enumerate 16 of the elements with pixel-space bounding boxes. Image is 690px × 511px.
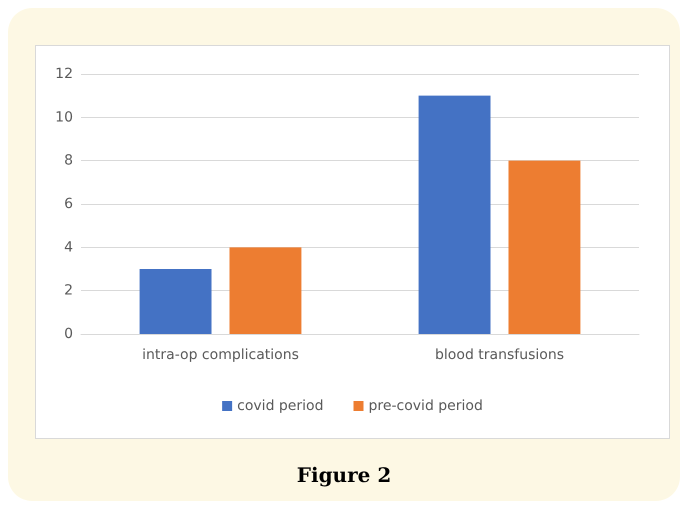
caption: Figure 2 (296, 463, 392, 487)
y-tick-label: 8 (64, 152, 73, 169)
y-tick-label: 10 (55, 109, 73, 126)
bar (140, 269, 212, 334)
bar (508, 160, 580, 334)
y-tick-label: 2 (64, 282, 73, 299)
legend-label: covid period (237, 398, 324, 414)
bar (418, 96, 491, 334)
x-tick-label: intra-op complications (142, 347, 299, 363)
x-tick-label: blood transfusions (435, 347, 564, 363)
y-tick-label: 6 (64, 196, 74, 212)
y-tick-label: 4 (64, 239, 74, 256)
y-tick-label: 12 (55, 66, 73, 82)
bar (229, 247, 302, 334)
legend-label: pre-covid period (368, 398, 483, 414)
y-tick-label: 0 (64, 326, 73, 342)
